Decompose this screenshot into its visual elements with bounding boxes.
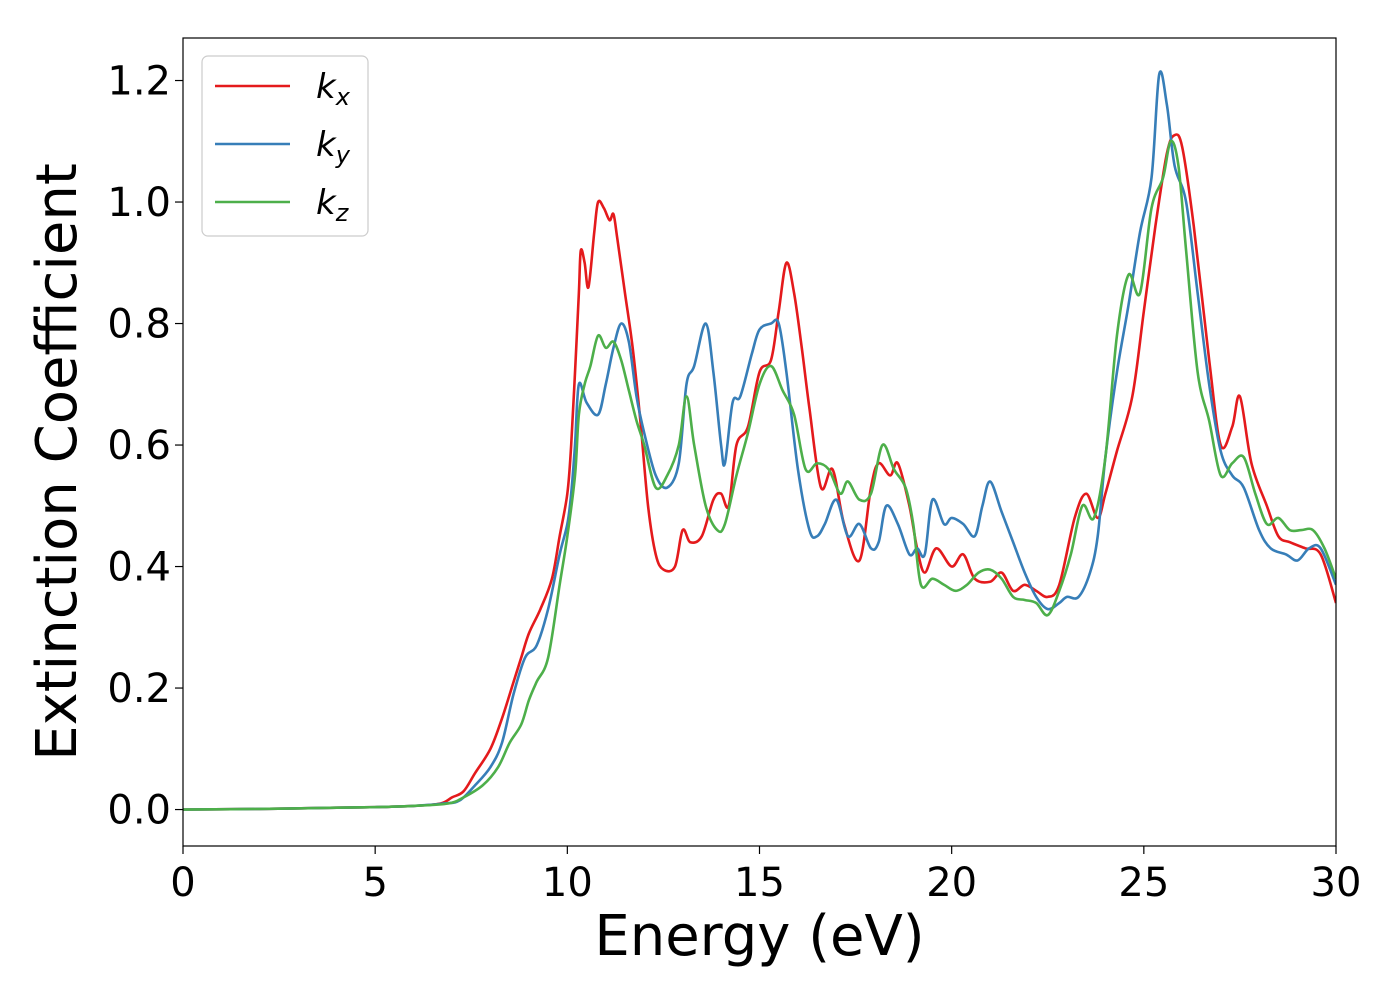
x-axis-ticks: 0 5 10 15 20 25 30 (170, 846, 1361, 906)
y-tick-label: 0.6 (107, 423, 171, 469)
legend-box (201, 55, 369, 237)
x-tick-label: 15 (734, 860, 785, 906)
y-tick-label: 1.2 (107, 59, 171, 105)
legend-label-kz: kz (316, 183, 350, 227)
x-tick-label: 20 (926, 860, 977, 906)
x-tick-label: 30 (1311, 860, 1362, 906)
series-line-kz (183, 139, 1336, 811)
x-tick-label: 25 (1118, 860, 1169, 906)
x-tick-label: 5 (362, 860, 387, 906)
y-tick-label: 1.0 (107, 180, 171, 226)
series-line-ky (183, 70, 1336, 811)
legend-label-kx: kx (316, 67, 351, 111)
legend-label-ky: ky (316, 125, 351, 169)
series-lines (183, 70, 1336, 811)
series-line-kx (183, 133, 1336, 811)
y-tick-label: 0.8 (107, 302, 171, 348)
y-axis-ticks: 0.0 0.2 0.4 0.6 0.8 1.0 1.2 (107, 59, 183, 834)
y-tick-label: 0.2 (107, 666, 171, 712)
y-tick-label: 0.0 (107, 788, 171, 834)
y-axis-label: Extinction Coefficient (25, 163, 90, 761)
x-tick-label: 0 (170, 860, 195, 906)
x-tick-label: 10 (542, 860, 593, 906)
x-axis-label: Energy (eV) (594, 904, 924, 969)
legend: kx ky kz (201, 55, 369, 237)
y-tick-label: 0.4 (107, 545, 171, 591)
